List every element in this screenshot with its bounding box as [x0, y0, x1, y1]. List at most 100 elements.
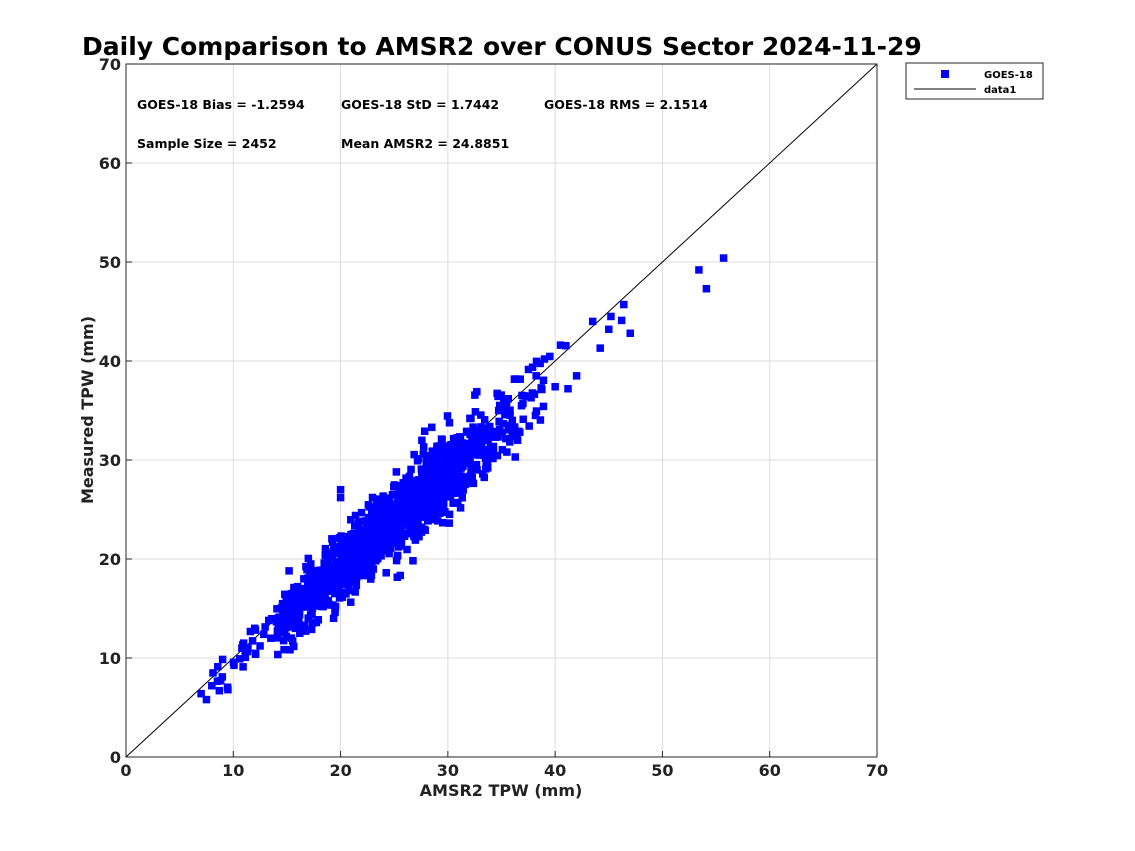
- data-point: [422, 499, 431, 508]
- data-point: [324, 563, 332, 572]
- x-tick-label: 30: [437, 761, 459, 780]
- data-point: [293, 610, 302, 618]
- data-point: [387, 544, 395, 552]
- data-point: [484, 430, 493, 438]
- data-point: [355, 540, 364, 548]
- data-point: [239, 641, 247, 649]
- data-point: [336, 575, 345, 584]
- data-point: [419, 493, 428, 501]
- data-point: [514, 427, 523, 436]
- data-point: [410, 450, 418, 459]
- y-tick-label: 30: [99, 451, 121, 470]
- data-point: [506, 411, 514, 419]
- data-point: [279, 636, 288, 645]
- data-point: [443, 492, 452, 501]
- data-point: [397, 541, 405, 550]
- data-point: [394, 510, 403, 519]
- data-point: [445, 519, 453, 527]
- data-point: [419, 443, 428, 451]
- data-point: [527, 394, 535, 402]
- y-tick-label: 20: [99, 550, 121, 569]
- data-point: [358, 568, 367, 576]
- data-point: [209, 669, 217, 677]
- data-point: [407, 490, 416, 498]
- data-point: [403, 545, 411, 554]
- data-point: [539, 376, 548, 385]
- data-point: [282, 597, 290, 605]
- data-point: [309, 569, 317, 578]
- data-point: [508, 416, 517, 425]
- data-point: [702, 284, 711, 293]
- data-point: [498, 428, 506, 436]
- data-point: [450, 461, 459, 470]
- data-point: [341, 550, 350, 558]
- data-point: [401, 512, 409, 521]
- data-point: [339, 571, 348, 579]
- data-point: [448, 449, 457, 458]
- data-point: [387, 535, 396, 543]
- data-point: [360, 551, 369, 560]
- data-point: [449, 434, 458, 443]
- y-tick-label: 0: [110, 748, 121, 767]
- data-point: [328, 564, 337, 573]
- data-point: [292, 619, 301, 627]
- data-point: [248, 637, 257, 645]
- data-point: [354, 531, 362, 540]
- data-point: [501, 407, 510, 416]
- data-point: [304, 614, 312, 622]
- data-point: [246, 627, 255, 636]
- data-point: [351, 511, 360, 520]
- data-point: [493, 427, 502, 436]
- data-point: [274, 628, 283, 636]
- data-point: [388, 521, 397, 530]
- data-point: [489, 448, 498, 456]
- data-point: [405, 472, 414, 481]
- stat-rms: GOES-18 RMS = 2.1514: [544, 97, 708, 112]
- data-point: [439, 496, 447, 504]
- data-point: [393, 573, 401, 581]
- data-point: [428, 471, 436, 480]
- data-point: [368, 493, 377, 502]
- data-point: [546, 352, 554, 361]
- data-point: [467, 469, 475, 478]
- data-point: [350, 550, 359, 559]
- data-point: [286, 646, 294, 654]
- data-point: [440, 460, 448, 469]
- data-point: [355, 517, 363, 526]
- y-axis-label: Measured TPW (mm): [78, 316, 97, 504]
- data-point: [469, 423, 477, 431]
- data-point: [412, 500, 420, 509]
- data-point: [296, 629, 304, 637]
- data-point: [471, 408, 480, 416]
- data-point: [218, 673, 227, 681]
- data-point: [337, 541, 345, 550]
- data-point: [316, 566, 324, 574]
- data-point: [378, 518, 387, 526]
- data-point: [459, 474, 467, 482]
- data-point: [443, 412, 452, 420]
- data-point: [439, 519, 447, 527]
- data-point: [532, 407, 541, 415]
- data-point: [494, 406, 503, 415]
- data-point: [447, 472, 455, 480]
- data-point: [477, 423, 485, 431]
- data-point: [423, 476, 432, 484]
- data-point: [517, 401, 526, 410]
- data-point: [332, 570, 340, 579]
- data-point: [469, 479, 478, 488]
- chart-title: Daily Comparison to AMSR2 over CONUS Sec…: [82, 32, 922, 61]
- data-point: [508, 432, 517, 440]
- data-point: [397, 537, 406, 545]
- data-point: [486, 422, 494, 431]
- data-point: [407, 465, 415, 474]
- data-point: [324, 550, 333, 558]
- data-point: [380, 506, 388, 515]
- data-point: [285, 615, 294, 623]
- data-point: [504, 394, 513, 403]
- data-point: [495, 401, 504, 410]
- x-tick-label: 60: [759, 761, 781, 780]
- data-point: [438, 508, 447, 516]
- data-point: [385, 549, 393, 558]
- data-points-layer: [197, 254, 728, 704]
- data-point: [345, 544, 354, 553]
